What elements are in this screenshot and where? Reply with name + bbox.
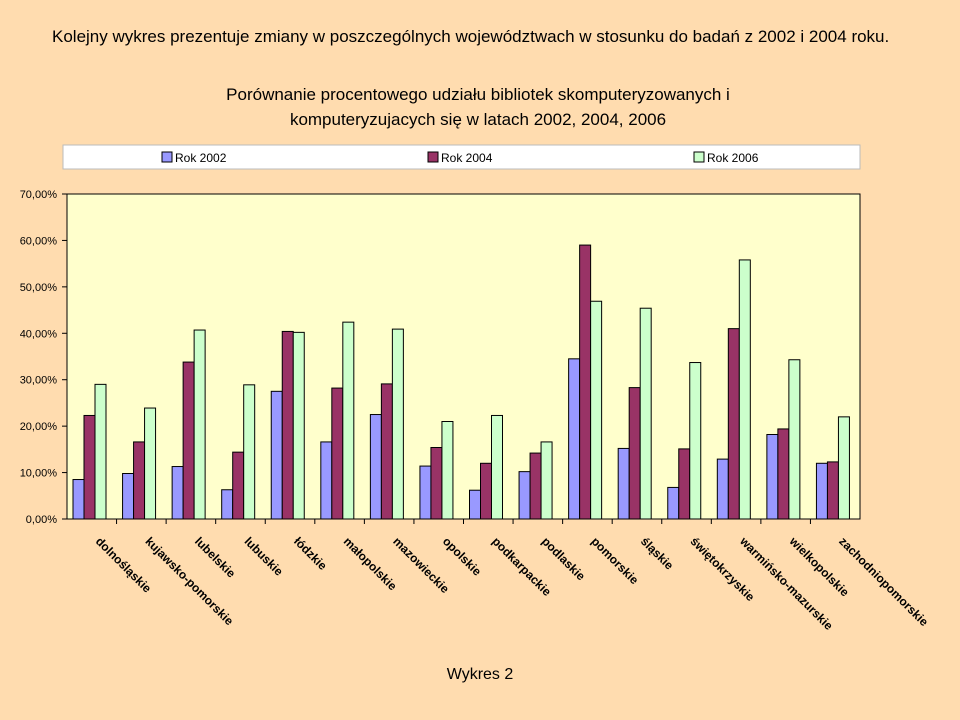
x-category-label: kujawsko-pomorskie	[142, 534, 236, 628]
bar	[540, 441, 553, 520]
bar	[182, 361, 195, 520]
bar	[826, 461, 839, 520]
y-tick-label: 70,00%	[20, 189, 58, 201]
chart-title-line: komputeryzujacych się w latach 2002, 200…	[290, 110, 666, 129]
x-category-label: lubelskie	[192, 534, 238, 580]
bar	[628, 387, 641, 520]
bar	[144, 407, 157, 520]
x-category-label: warmińsko-mazurskie	[736, 534, 835, 633]
bar	[529, 452, 542, 520]
chart-title-line: Porównanie procentowego udziału bibliote…	[226, 85, 730, 104]
legend-label: Rok 2002	[175, 151, 227, 165]
bar	[727, 328, 740, 520]
bar	[617, 447, 630, 520]
bar	[689, 362, 702, 520]
bar	[270, 390, 283, 520]
y-tick-label: 60,00%	[20, 235, 58, 247]
legend-box	[62, 144, 861, 170]
bar	[232, 451, 245, 520]
x-category-label: zachodniopomorskie	[836, 534, 931, 629]
bar	[419, 465, 432, 520]
bar	[590, 300, 603, 520]
legend-swatch	[161, 151, 173, 163]
bar	[441, 421, 454, 520]
bar	[243, 384, 256, 520]
bar	[94, 383, 107, 520]
bar	[391, 328, 404, 520]
bar	[518, 471, 531, 520]
bar	[738, 259, 751, 520]
intro-text: Kolejny wykres prezentuje zmiany w poszc…	[52, 27, 890, 46]
bar	[678, 448, 691, 520]
legend-label: Rok 2006	[707, 151, 759, 165]
bar	[193, 329, 206, 520]
bar	[331, 387, 344, 520]
bar	[122, 473, 135, 520]
legend-swatch	[693, 151, 705, 163]
bar	[568, 358, 581, 520]
bar	[766, 434, 779, 520]
bar	[342, 321, 355, 520]
bar	[579, 244, 592, 520]
bar	[491, 414, 503, 520]
bar	[72, 479, 85, 520]
bar	[369, 414, 382, 520]
bar	[667, 486, 680, 520]
x-category-label: łódzkie	[291, 534, 330, 573]
bar	[83, 414, 96, 520]
bar	[320, 441, 333, 520]
x-category-label: lubuskie	[242, 534, 287, 579]
y-tick-label: 50,00%	[20, 282, 58, 294]
legend-label: Rok 2004	[441, 151, 493, 165]
figure-caption: Wykres 2	[446, 666, 514, 683]
y-tick-label: 0,00%	[26, 514, 57, 526]
y-tick-label: 30,00%	[20, 375, 58, 387]
y-tick-label: 10,00%	[20, 468, 58, 480]
bar	[480, 462, 492, 520]
x-category-label: podlaskie	[539, 534, 588, 583]
bar	[281, 330, 294, 520]
bar	[777, 428, 790, 520]
x-category-label: pomorskie	[589, 534, 642, 587]
y-tick-label: 40,00%	[20, 328, 58, 340]
bar	[469, 489, 481, 520]
bar	[380, 383, 393, 520]
bar	[815, 462, 828, 520]
bar	[837, 416, 850, 520]
bar	[221, 489, 234, 520]
legend-swatch	[427, 151, 439, 163]
bar	[639, 307, 652, 520]
bar	[788, 359, 801, 520]
bar	[171, 466, 184, 520]
y-tick-label: 20,00%	[20, 421, 58, 433]
bar	[133, 441, 146, 520]
bar	[716, 458, 729, 520]
bar	[292, 331, 305, 520]
bar	[430, 447, 443, 520]
x-category-label: śląskie	[638, 534, 676, 572]
x-category-label: opolskie	[440, 534, 485, 579]
